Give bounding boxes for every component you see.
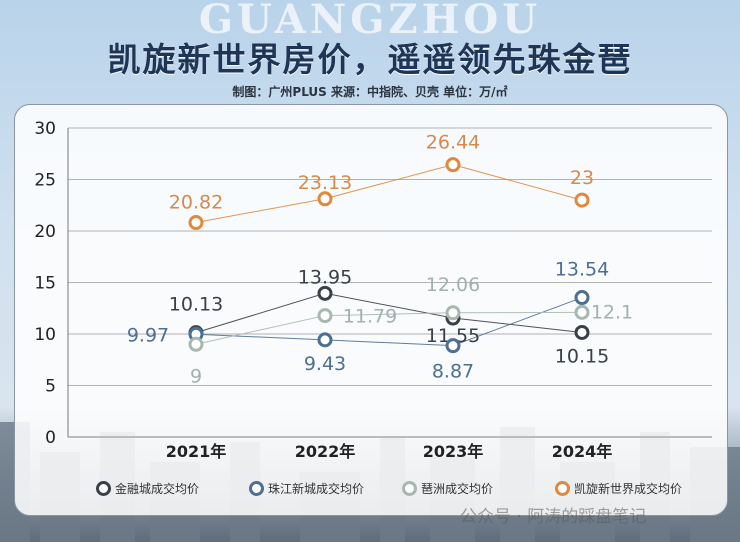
data-label: 11.79 bbox=[343, 306, 397, 328]
legend-item: 凯旋新世界成交均价 bbox=[555, 480, 708, 497]
y-tick-label: 25 bbox=[34, 171, 56, 191]
y-tick-label: 0 bbox=[45, 428, 56, 448]
data-point bbox=[574, 192, 590, 208]
legend: 金融城成交均价 珠江新城成交均价 琶洲成交均价 凯旋新世界成交均价 bbox=[96, 480, 708, 497]
data-label: 26.44 bbox=[426, 132, 480, 154]
series-line bbox=[195, 164, 583, 224]
data-point bbox=[574, 290, 590, 306]
legend-label: 琶洲成交均价 bbox=[421, 482, 494, 496]
x-tick-label: 2022年 bbox=[295, 442, 356, 461]
y-tick-label: 20 bbox=[34, 222, 56, 242]
x-tick-label: 2024年 bbox=[552, 442, 613, 461]
x-tick-label: 2023年 bbox=[423, 442, 484, 461]
data-label: 11.55 bbox=[426, 325, 480, 347]
data-point bbox=[188, 215, 204, 231]
data-point bbox=[317, 285, 333, 301]
data-label: 12.06 bbox=[426, 274, 480, 296]
data-label: 13.54 bbox=[555, 259, 609, 281]
chart-title: 凯旋新世界房价，遥遥领先珠金琶 bbox=[107, 40, 633, 79]
legend-label: 金融城成交均价 bbox=[115, 482, 200, 496]
data-label: 13.95 bbox=[298, 266, 352, 288]
legend-marker-icon bbox=[96, 481, 111, 496]
x-tick-label: 2021年 bbox=[166, 442, 227, 461]
series-line bbox=[195, 292, 583, 334]
data-point bbox=[317, 332, 333, 348]
data-label: 9 bbox=[190, 365, 202, 387]
data-label: 9.43 bbox=[304, 353, 346, 375]
y-tick-label: 15 bbox=[34, 274, 56, 294]
data-label: 10.13 bbox=[169, 294, 223, 316]
legend-marker-icon bbox=[249, 481, 264, 496]
data-label: 9.97 bbox=[127, 324, 169, 346]
chart-panel bbox=[14, 104, 728, 516]
legend-label: 珠江新城成交均价 bbox=[268, 482, 365, 496]
legend-item: 珠江新城成交均价 bbox=[249, 480, 402, 497]
background-watermark-text: GUANGZHOU bbox=[198, 0, 542, 43]
data-label: 12.1 bbox=[591, 301, 633, 323]
data-point bbox=[317, 308, 333, 324]
data-label: 23.13 bbox=[298, 172, 352, 194]
data-point bbox=[445, 157, 461, 173]
data-point bbox=[188, 336, 204, 352]
watermark: 公众号 · 阿涛的踩盘笔记 bbox=[460, 507, 647, 527]
legend-label: 凯旋新世界成交均价 bbox=[574, 482, 683, 496]
legend-marker-icon bbox=[402, 481, 417, 496]
series-line bbox=[195, 311, 583, 345]
legend-item: 金融城成交均价 bbox=[96, 480, 249, 497]
data-point bbox=[445, 338, 461, 354]
y-tick-label: 10 bbox=[34, 325, 56, 345]
data-point bbox=[317, 191, 333, 207]
series-line bbox=[195, 297, 583, 347]
data-label: 10.15 bbox=[555, 345, 609, 367]
legend-item: 琶洲成交均价 bbox=[402, 480, 555, 497]
data-label: 20.82 bbox=[169, 192, 223, 214]
y-tick-label: 30 bbox=[34, 119, 56, 139]
data-point bbox=[445, 305, 461, 321]
data-label: 8.87 bbox=[432, 361, 474, 383]
data-point bbox=[574, 324, 590, 340]
chart-subtitle: 制图：广州PLUS 来源：中指院、贝壳 单位：万/㎡ bbox=[232, 85, 508, 99]
y-tick-label: 5 bbox=[45, 377, 56, 397]
legend-marker-icon bbox=[555, 481, 570, 496]
data-label: 23 bbox=[570, 167, 594, 189]
data-point bbox=[574, 304, 590, 320]
